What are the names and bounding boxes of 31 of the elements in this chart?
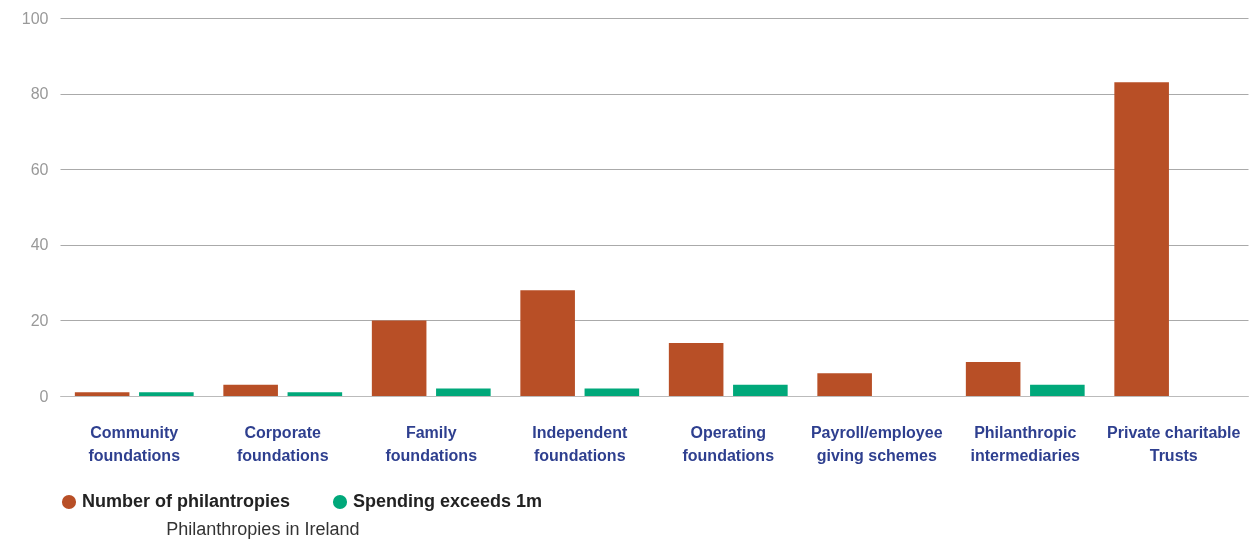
bar bbox=[1114, 82, 1169, 396]
x-tick-label: Independent foundations bbox=[532, 423, 628, 464]
bar bbox=[965, 361, 1021, 396]
bar bbox=[139, 392, 194, 396]
bar bbox=[733, 384, 788, 396]
bar bbox=[223, 384, 278, 396]
y-tick-label: 60 bbox=[30, 160, 49, 178]
y-tick-label: 100 bbox=[21, 9, 49, 27]
bar bbox=[520, 290, 575, 396]
x-tick-label: Payroll/employee giving schemes bbox=[810, 423, 943, 464]
y-tick-label: 40 bbox=[30, 236, 49, 254]
bar bbox=[584, 388, 640, 396]
bar bbox=[371, 320, 427, 396]
bar bbox=[74, 392, 130, 396]
x-tick-label: Corporate foundations bbox=[236, 423, 329, 464]
bar bbox=[1030, 384, 1085, 396]
x-tick-label: Operating foundations bbox=[682, 423, 775, 464]
bar bbox=[287, 392, 343, 396]
y-tick-label: 80 bbox=[30, 85, 49, 103]
legend-label: Number of philantropies bbox=[82, 491, 291, 511]
text: Philanthropies in Ireland bbox=[166, 519, 360, 539]
bar bbox=[668, 343, 724, 396]
x-tick-label: Family foundations bbox=[385, 423, 478, 464]
bar bbox=[817, 373, 872, 396]
x-tick-label: Philanthropic intermediaries bbox=[970, 423, 1081, 464]
x-tick-label: Community foundations bbox=[88, 423, 181, 464]
bar bbox=[436, 388, 491, 396]
x-tick-label: Private charitable Trusts bbox=[1107, 423, 1241, 464]
y-tick-label: 20 bbox=[30, 311, 49, 329]
y-tick-label: 0 bbox=[39, 387, 49, 405]
legend-label: Spending exceeds 1m bbox=[353, 491, 543, 511]
